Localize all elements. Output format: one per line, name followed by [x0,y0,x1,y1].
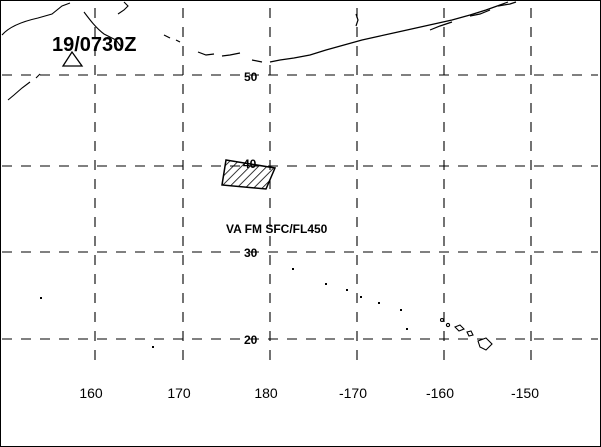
lat-label-20: 20 [244,333,258,347]
latitude-labels: 50 40 30 20 [243,70,258,347]
small-islands [40,268,408,348]
longitude-labels: 160 170 180 -170 -160 -150 [79,385,539,401]
lon-label-170: 170 [167,385,191,401]
lat-label-30: 30 [244,246,258,260]
longitude-gridlines [94,8,532,368]
triangle-marker-icon [61,50,84,67]
latitude-gridlines [2,74,598,340]
lon-label-m170: -170 [339,385,367,401]
time-label: 19/0730Z [52,34,137,56]
coastline-kamchatka [1,1,129,101]
lon-label-m150: -150 [511,385,539,401]
lon-label-160: 160 [79,385,103,401]
lat-label-40: 40 [243,157,257,171]
hawaiian-islands [439,317,493,351]
lon-label-m160: -160 [426,385,454,401]
hatched-area-icon [221,159,277,190]
lat-label-50: 50 [244,70,258,84]
area-label: VA FM SFC/FL450 [226,222,328,236]
coastline-aleutians [163,1,517,63]
lon-label-180: 180 [254,385,278,401]
